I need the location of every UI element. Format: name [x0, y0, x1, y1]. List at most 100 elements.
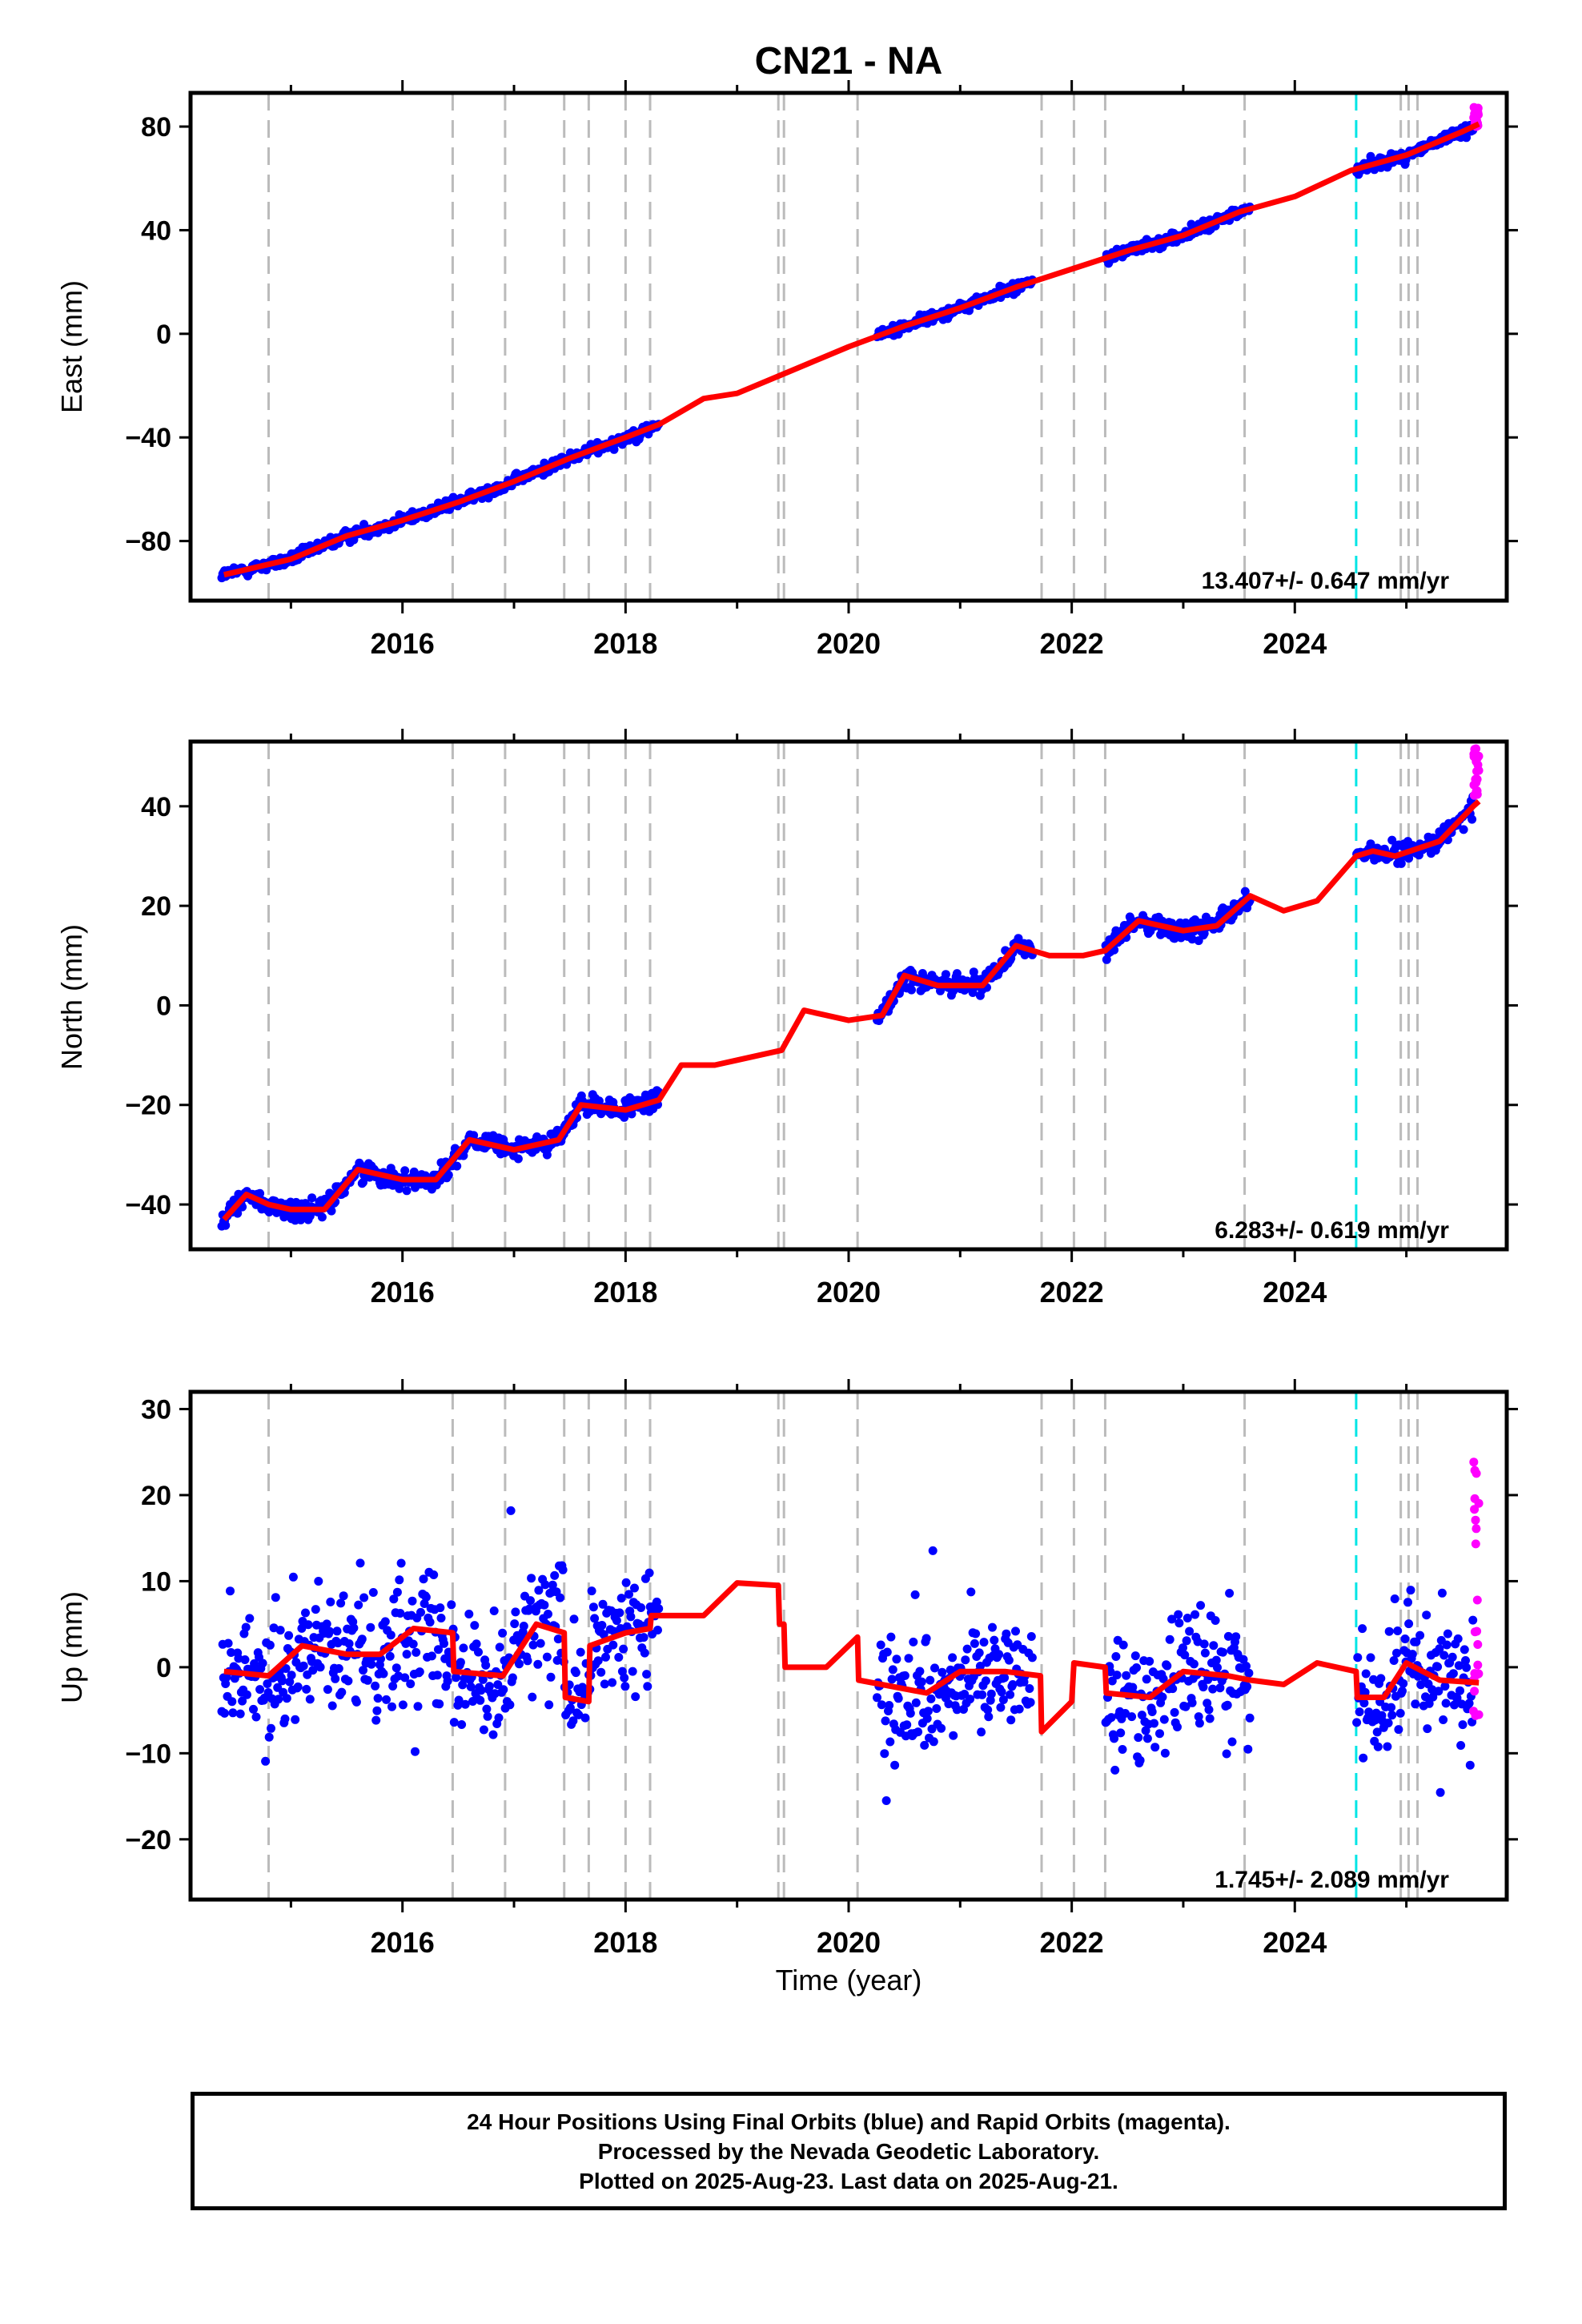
east-x-tick-label: 2022	[1040, 627, 1104, 660]
up-final-orbit-point	[654, 1604, 664, 1614]
up-final-orbit-point	[1142, 1675, 1151, 1684]
up-final-orbit-point	[1130, 1651, 1140, 1661]
up-final-orbit-point	[457, 1720, 467, 1729]
north-final-orbit-point	[513, 1154, 523, 1164]
up-final-orbit-point	[436, 1614, 446, 1622]
north-rapid-orbit-point	[1469, 752, 1479, 762]
up-final-orbit-point	[1387, 1703, 1396, 1712]
up-rapid-orbit-point	[1474, 1498, 1484, 1508]
up-final-orbit-point	[466, 1682, 476, 1691]
up-final-orbit-point	[1165, 1634, 1174, 1644]
up-final-orbit-point	[474, 1647, 483, 1657]
up-final-orbit-point	[534, 1586, 544, 1595]
up-final-orbit-point	[1185, 1626, 1195, 1636]
north-final-orbit-point	[907, 985, 916, 995]
up-y-tick-label: 10	[141, 1566, 171, 1597]
up-final-orbit-point	[1359, 1753, 1368, 1763]
up-final-orbit-point	[249, 1704, 258, 1714]
up-final-orbit-point	[1000, 1673, 1010, 1683]
x-axis-label: Time (year)	[776, 1964, 922, 1996]
up-final-orbit-point	[498, 1628, 508, 1638]
north-rapid-orbit-points	[1469, 744, 1484, 800]
north-final-orbit-point	[1396, 858, 1406, 868]
up-model-line	[223, 1580, 1480, 1735]
up-final-orbit-point	[548, 1580, 557, 1590]
up-final-orbit-point	[1243, 1744, 1253, 1754]
north-final-orbit-point	[936, 986, 945, 995]
up-final-orbit-point	[470, 1621, 480, 1630]
east-y-tick-label: 40	[141, 215, 171, 246]
north-final-orbit-point	[307, 1193, 317, 1203]
up-final-orbit-point	[542, 1652, 552, 1662]
up-final-orbit-point	[339, 1591, 348, 1601]
up-final-orbit-point	[1383, 1719, 1393, 1727]
up-final-orbit-point	[408, 1596, 417, 1606]
up-rapid-orbit-point	[1473, 1660, 1483, 1670]
up-final-orbit-point	[1213, 1663, 1222, 1672]
up-y-axis-label: Up (mm)	[55, 1591, 88, 1703]
up-final-orbit-point	[1204, 1705, 1214, 1715]
east-x-tick-label: 2018	[593, 627, 657, 660]
up-final-orbit-point	[922, 1714, 932, 1723]
up-final-orbit-point	[508, 1673, 517, 1683]
up-final-orbit-point	[351, 1697, 361, 1707]
up-final-orbit-point	[978, 1690, 987, 1699]
up-final-orbit-point	[926, 1694, 936, 1703]
up-final-orbit-point	[1435, 1787, 1445, 1797]
north-rate-label: 6.283+/- 0.619 mm/yr	[1215, 1217, 1449, 1244]
up-final-orbit-point	[886, 1632, 896, 1642]
up-final-orbit-point	[1106, 1713, 1116, 1723]
up-final-orbit-point	[565, 1703, 575, 1713]
up-final-orbit-point	[1456, 1741, 1466, 1750]
up-final-orbit-point	[527, 1574, 536, 1583]
up-final-orbit-point	[600, 1679, 609, 1689]
up-final-orbit-point	[580, 1713, 590, 1723]
up-final-orbit-point	[264, 1732, 274, 1742]
up-final-orbit-point	[887, 1675, 897, 1684]
up-final-orbit-point	[569, 1614, 579, 1624]
north-final-orbit-point	[400, 1166, 410, 1176]
north-final-orbit-point	[444, 1170, 453, 1180]
caption-line-1: 24 Hour Positions Using Final Orbits (bl…	[467, 2109, 1231, 2134]
up-final-orbit-point	[930, 1663, 939, 1673]
up-final-orbit-point	[505, 1700, 515, 1710]
up-final-orbit-point	[391, 1663, 401, 1673]
north-y-tick-label: 20	[141, 891, 171, 922]
up-final-orbit-point	[1437, 1588, 1447, 1598]
north-final-orbit-point	[952, 969, 962, 979]
up-final-orbit-point	[621, 1578, 631, 1587]
north-rapid-orbit-point	[1471, 774, 1480, 784]
up-final-orbit-point	[1135, 1755, 1145, 1765]
up-final-orbit-point	[938, 1667, 947, 1677]
up-final-orbit-point	[970, 1638, 979, 1648]
up-final-orbit-point	[472, 1639, 481, 1649]
up-final-orbit-point	[631, 1692, 640, 1702]
up-final-orbit-point	[274, 1695, 283, 1704]
up-final-orbit-point	[373, 1694, 383, 1703]
up-final-orbit-point	[1218, 1647, 1227, 1657]
up-final-orbit-point	[258, 1659, 267, 1668]
up-final-orbit-point	[556, 1593, 565, 1602]
up-final-orbit-point	[1025, 1684, 1034, 1693]
up-final-orbit-point	[419, 1574, 428, 1584]
up-final-orbit-point	[974, 1648, 984, 1658]
up-final-orbit-point	[1150, 1743, 1160, 1752]
up-final-orbit-point	[523, 1656, 532, 1666]
up-final-orbit-point	[235, 1709, 245, 1719]
up-final-orbit-point	[1384, 1626, 1394, 1636]
up-final-orbit-point	[1122, 1671, 1131, 1680]
up-final-orbit-point	[459, 1643, 468, 1653]
east-y-tick-label: −40	[125, 423, 171, 453]
up-final-orbit-point	[1243, 1682, 1252, 1691]
up-final-orbit-point	[413, 1702, 423, 1711]
up-final-orbit-point	[911, 1698, 921, 1707]
up-plot-area: 30 20 10 0 −10 −20 2016 2018 2020 2022 2024	[125, 1379, 1518, 1959]
up-final-orbit-point	[984, 1712, 994, 1722]
up-final-orbit-point	[636, 1603, 646, 1612]
up-final-orbit-point	[1178, 1643, 1187, 1653]
up-x-tick-label: 2016	[371, 1926, 435, 1959]
up-final-orbit-point	[996, 1703, 1006, 1712]
up-final-orbit-point	[1373, 1742, 1383, 1751]
up-final-orbit-point	[1173, 1723, 1182, 1731]
up-final-orbit-point	[1433, 1662, 1443, 1671]
